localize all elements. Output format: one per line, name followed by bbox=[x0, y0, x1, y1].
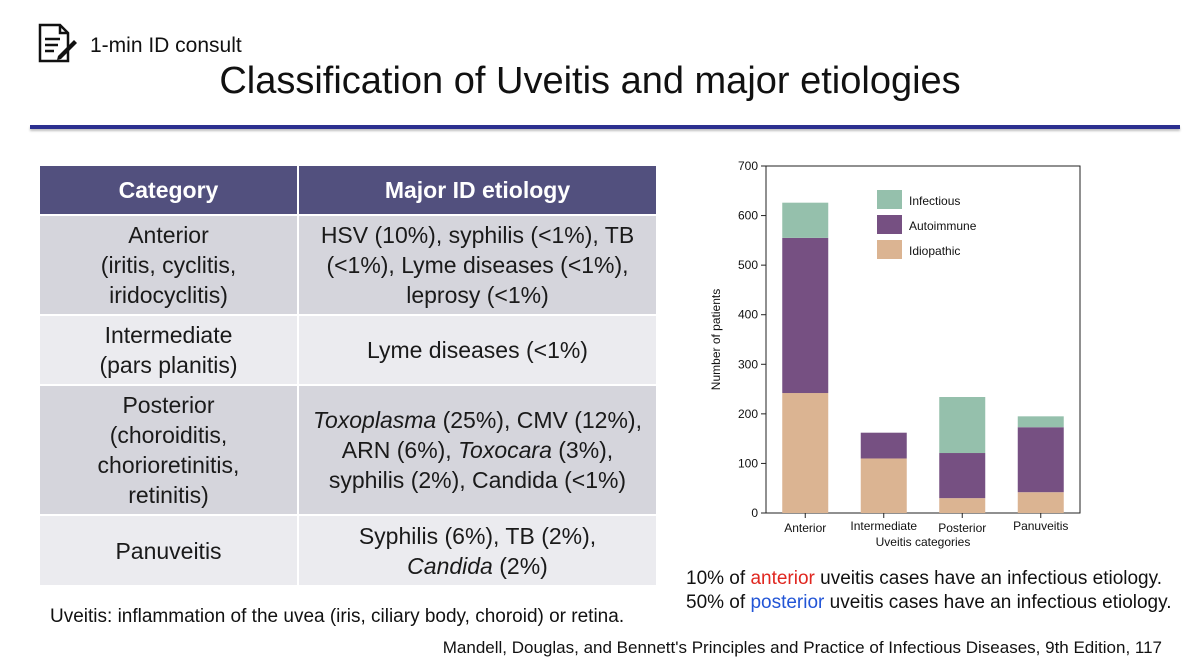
y-axis-label: Number of patients bbox=[709, 289, 723, 390]
uveitis-definition: Uveitis: inflammation of the uvea (iris,… bbox=[50, 606, 625, 627]
highlight-posterior: posterior bbox=[750, 592, 825, 613]
bar-segment-autoimmune bbox=[860, 432, 907, 459]
y-tick-label: 700 bbox=[738, 159, 758, 173]
bar-segment-autoimmune bbox=[1017, 427, 1064, 493]
stacked-bar-chart: 0 100 200 300 400 500 600 700 Anterior Intermedia… bbox=[709, 159, 1081, 549]
etiology-cell: Lyme diseases (<1%) bbox=[298, 314, 656, 385]
category-cell: Panuveitis bbox=[40, 514, 299, 585]
y-tick-label: 600 bbox=[738, 209, 758, 223]
bar-segment-infectious bbox=[1017, 416, 1064, 428]
etiology-text: syphilis (2%), Candida (<1%) bbox=[328, 467, 627, 493]
table-row: Panuveitis Syphilis (6%), TB (2%), Candi… bbox=[40, 514, 656, 585]
etiology-text: (25%), CMV (12%), bbox=[436, 407, 642, 433]
x-tick-label: Intermediate bbox=[850, 519, 917, 533]
legend-swatch-idiopathic bbox=[877, 240, 902, 259]
legend-label-autoimmune: Autoimmune bbox=[909, 219, 977, 233]
y-tick-label: 0 bbox=[751, 506, 758, 520]
table-header-row: Category Major ID etiology bbox=[40, 166, 656, 215]
bar-segment-autoimmune bbox=[782, 237, 829, 394]
etiology-cell: HSV (10%), syphilis (<1%), TB (<1%), Lym… bbox=[298, 214, 656, 315]
consult-label: 1-min ID consult bbox=[90, 34, 242, 57]
category-cell: Anterior (iritis, cyclitis, iridocycliti… bbox=[40, 214, 299, 315]
bar-segment-idiopathic bbox=[939, 498, 986, 513]
x-tick-label: Posterior bbox=[938, 521, 986, 535]
organism-name: Toxocara bbox=[458, 437, 552, 463]
legend-label-idiopathic: Idiopathic bbox=[909, 244, 960, 258]
etiology-cell: Syphilis (6%), TB (2%), Candida (2%) bbox=[298, 514, 656, 585]
bar-segment-idiopathic bbox=[860, 458, 907, 513]
legend-swatch-infectious bbox=[877, 190, 902, 209]
bar-segment-infectious bbox=[939, 397, 986, 454]
x-axis-label: Uveitis categories bbox=[876, 535, 971, 549]
bar-segment-idiopathic bbox=[1017, 492, 1064, 513]
y-tick-label: 200 bbox=[738, 407, 758, 421]
title-divider bbox=[30, 125, 1180, 129]
organism-name: Candida bbox=[407, 552, 493, 579]
table-row: Intermediate (pars planitis) Lyme diseas… bbox=[40, 314, 656, 385]
y-tick-label: 300 bbox=[738, 357, 758, 371]
legend-swatch-autoimmune bbox=[877, 215, 902, 234]
header-category: Category bbox=[40, 166, 299, 215]
bar-segment-infectious bbox=[782, 202, 829, 238]
slide-title: Classification of Uveitis and major etio… bbox=[219, 60, 961, 102]
organism-name: Toxoplasma bbox=[313, 407, 437, 433]
plot-area-frame bbox=[765, 165, 1081, 514]
y-tick-label: 500 bbox=[738, 258, 758, 272]
legend-label-infectious: Infectious bbox=[909, 194, 960, 208]
highlight-anterior: anterior bbox=[750, 568, 815, 589]
etiology-cell: Toxoplasma (25%), CMV (12%), ARN (6%), T… bbox=[298, 384, 656, 515]
x-tick-label: Panuveitis bbox=[1013, 519, 1068, 533]
document-edit-icon bbox=[38, 23, 77, 63]
y-tick-label: 400 bbox=[738, 308, 758, 322]
etiology-text: Syphilis (6%), TB (2%), bbox=[358, 522, 597, 549]
bar-segment-idiopathic bbox=[782, 393, 829, 513]
source-citation: Mandell, Douglas, and Bennett's Principl… bbox=[442, 638, 1162, 657]
y-tick-label: 100 bbox=[738, 456, 758, 470]
bar-segment-autoimmune bbox=[939, 453, 986, 499]
infectious-stat-posterior: 50% of posterior uveitis cases have an i… bbox=[686, 592, 1172, 613]
category-cell: Intermediate (pars planitis) bbox=[40, 314, 299, 385]
etiology-text: (3%), bbox=[551, 437, 614, 463]
table-row: Posterior (choroiditis, chorioretinitis,… bbox=[40, 384, 656, 515]
x-tick-label: Anterior bbox=[784, 521, 826, 535]
table-row: Anterior (iritis, cyclitis, iridocycliti… bbox=[40, 214, 656, 315]
etiology-text: ARN (6%), bbox=[341, 437, 459, 463]
category-cell: Posterior (choroiditis, chorioretinitis,… bbox=[40, 384, 299, 515]
infectious-stat-anterior: 10% of anterior uveitis cases have an in… bbox=[686, 568, 1162, 589]
etiology-text: (2%) bbox=[492, 552, 548, 579]
header-etiology: Major ID etiology bbox=[298, 166, 656, 215]
etiology-table: Category Major ID etiology Anterior (iri… bbox=[40, 166, 656, 585]
